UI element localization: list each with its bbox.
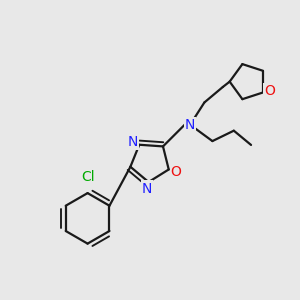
Text: N: N — [128, 135, 138, 149]
Text: O: O — [264, 84, 275, 98]
Text: N: N — [185, 118, 195, 132]
Text: Cl: Cl — [81, 170, 94, 184]
Text: O: O — [171, 165, 182, 179]
Text: N: N — [142, 182, 152, 196]
